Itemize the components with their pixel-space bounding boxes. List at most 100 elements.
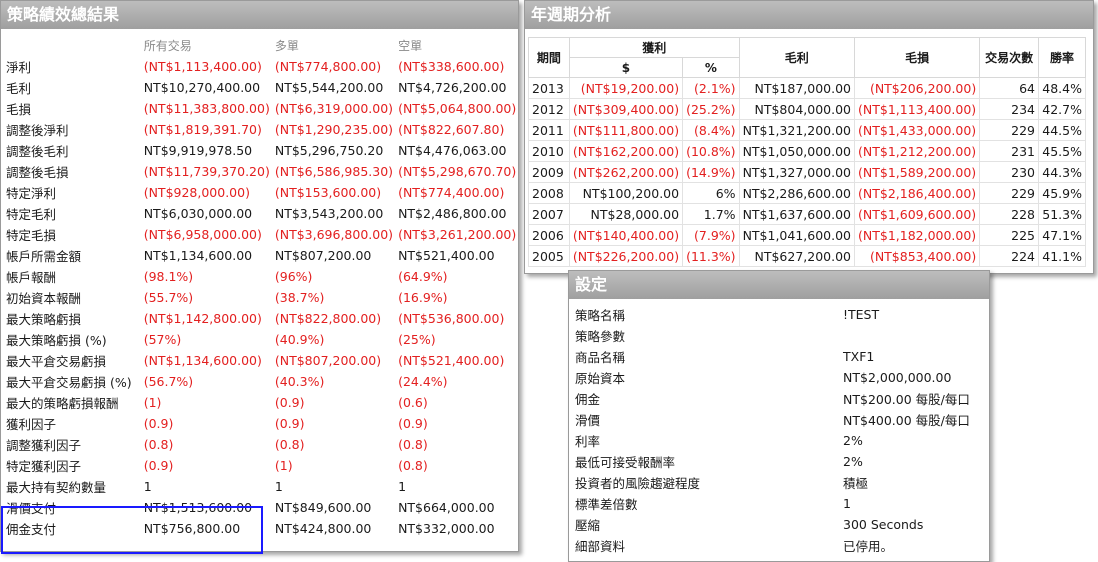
setting-key: 投資者的風險趨避程度: [575, 476, 701, 491]
summary-row: 特定毛利 NT$6,030,000.00 NT$3,543,200.00 NT$2,4…: [1, 203, 518, 224]
metric-value-short: (0.6): [398, 395, 428, 410]
setting-value: 2%: [843, 454, 863, 469]
win-rate-cell: 51.3%: [1038, 203, 1086, 225]
summary-row: 調整後毛利 NT$9,919,978.50 NT$5,296,750.20 NT$4,…: [1, 140, 518, 161]
summary-row: 初始資本報酬 (55.7%) (38.7%) (16.9%): [1, 287, 518, 308]
metric-value-short: (64.9%): [398, 269, 448, 284]
summary-header-row: 所有交易 多單 空單: [1, 35, 518, 56]
metric-value-short: (NT$822,607.80): [398, 122, 505, 137]
metric-value-short: NT$521,400.00: [398, 248, 495, 263]
metric-label: 佣金支付: [6, 522, 57, 537]
setting-value: NT$200.00 每股/每口: [843, 392, 970, 407]
setting-value: TXF1: [843, 349, 875, 364]
metric-value-short: (0.8): [398, 437, 428, 452]
metric-value-long: NT$5,544,200.00: [274, 80, 384, 95]
metric-value-all: (NT$11,739,370.20): [143, 164, 270, 179]
metric-value-all: NT$6,030,000.00: [143, 206, 253, 221]
setting-value: 1: [843, 496, 851, 511]
gross-profit-cell: NT$2,286,600.00: [738, 182, 856, 204]
metric-value-all: (NT$928,000.00): [143, 185, 250, 200]
setting-key: 壓縮: [575, 518, 601, 533]
summary-row: 滑價支付 NT$1,513,600.00 NT$849,600.00 NT$664,0…: [1, 497, 518, 518]
win-rate-cell: 44.5%: [1038, 119, 1086, 141]
metric-label: 最大策略虧損 (%): [6, 333, 107, 348]
annual-row: 2007 NT$28,000.00 1.7% NT$1,637,600.00 (NT$1…: [528, 203, 1086, 225]
summary-row: 調整後淨利 (NT$1,819,391.70) (NT$1,290,235.00) (…: [1, 119, 518, 140]
metric-label: 最大平倉交易虧損 (%): [6, 375, 132, 390]
metric-value-long: (NT$153,600.00): [274, 185, 382, 200]
metric-value-short: (NT$5,064,800.00): [398, 101, 517, 116]
year-cell: 2005: [528, 245, 570, 267]
profit-percent-cell: (8.4%): [682, 119, 740, 141]
summary-row: 帳戶所需金額 NT$1,134,600.00 NT$807,200.00 NT$521…: [1, 245, 518, 266]
metric-value-all: (NT$11,383,800.00): [143, 101, 270, 116]
setting-value: NT$400.00 每股/每口: [843, 413, 970, 428]
summary-header-short[interactable]: 空單: [398, 39, 423, 53]
setting-value: [841, 325, 972, 346]
setting-row: 標準差倍數 1: [573, 493, 972, 514]
annual-row: 2010 (NT$162,200.00) (10.8%) NT$1,050,000.0…: [528, 140, 1086, 162]
setting-value: 已停用。: [843, 539, 894, 554]
metric-value-short: (25%): [398, 332, 436, 347]
profit-percent-cell: (25.2%): [682, 98, 740, 120]
setting-key: 策略名稱: [575, 308, 626, 323]
year-cell: 2006: [528, 224, 570, 246]
summary-row: 調整獲利因子 (0.8) (0.8) (0.8): [1, 434, 518, 455]
annual-row: 2005 (NT$226,200.00) (11.3%) NT$627,200.00(…: [528, 245, 1086, 267]
profit-cell: (NT$111,800.00): [568, 119, 684, 141]
summary-header-all[interactable]: 所有交易: [143, 39, 192, 53]
metric-value-long: (40.3%): [274, 374, 325, 389]
metric-value-short: NT$332,000.00: [398, 521, 495, 536]
annual-header-row: 期間 獲利 毛利 毛損 交易次數 勝率: [528, 37, 1086, 78]
metric-value-all: (57%): [143, 332, 182, 347]
metric-label: 最大平倉交易虧損: [6, 354, 107, 369]
profit-cell: NT$100,200.00: [568, 182, 684, 204]
win-rate-cell: 45.5%: [1038, 140, 1086, 162]
gross-loss-cell: (NT$1,609,600.00): [853, 203, 981, 225]
header-profit-dollar: $: [568, 57, 684, 78]
setting-row: 壓縮 300 Seconds: [573, 514, 972, 535]
metric-value-short: (NT$521,400.00): [398, 353, 505, 368]
summary-header-long[interactable]: 多單: [274, 39, 299, 53]
metric-value-long: (NT$6,586,985.30): [274, 164, 394, 179]
profit-percent-cell: (10.8%): [682, 140, 740, 162]
setting-value: 300 Seconds: [843, 517, 924, 532]
highlight-box: [1, 506, 263, 554]
metric-label: 淨利: [6, 60, 32, 75]
metric-label: 特定淨利: [6, 186, 57, 201]
metric-value-short: NT$4,476,063.00: [398, 143, 507, 158]
metric-value-short: NT$664,000.00: [398, 500, 495, 515]
annual-row: 2006 (NT$140,400.00) (7.9%) NT$1,041,600.00…: [528, 224, 1086, 246]
setting-key: 策略參數: [575, 329, 626, 344]
setting-key: 商品名稱: [575, 350, 626, 365]
setting-key: 滑價: [575, 413, 601, 428]
strategy-summary-panel: 策略績效總結果 所有交易 多單 空單 淨利 (NT$1,113,400.00) (N…: [0, 0, 519, 554]
header-gross-loss: 毛損: [853, 37, 981, 78]
metric-label: 特定毛損: [6, 228, 57, 243]
metric-value-long: (NT$1,290,235.00): [274, 122, 394, 137]
metric-value-all: (98.1%): [143, 269, 194, 284]
setting-row: 滑價 NT$400.00 每股/每口: [573, 409, 972, 430]
summary-row: 毛利 NT$10,270,400.00 NT$5,544,200.00 NT$4,72…: [1, 77, 518, 98]
win-rate-cell: 48.4%: [1038, 77, 1086, 99]
metric-value-all: (55.7%): [143, 290, 194, 305]
summary-row: 特定毛損 (NT$6,958,000.00) (NT$3,696,800.00) (N…: [1, 224, 518, 245]
profit-cell: (NT$162,200.00): [568, 140, 684, 162]
metric-value-all: NT$9,919,978.50: [143, 143, 253, 158]
gross-profit-cell: NT$1,327,000.00: [738, 161, 856, 183]
metric-value-long: NT$424,800.00: [274, 521, 372, 536]
metric-value-all: (0.9): [143, 458, 174, 473]
summary-row: 最大的策略虧損報酬 (1) (0.9) (0.6): [1, 392, 518, 413]
year-cell: 2011: [528, 119, 570, 141]
setting-value: NT$2,000,000.00: [843, 370, 952, 385]
setting-key: 最低可接受報酬率: [575, 455, 676, 470]
year-cell: 2012: [528, 98, 570, 120]
header-win-rate: 勝率: [1038, 37, 1086, 78]
summary-row: 獲利因子 (0.9) (0.9) (0.9): [1, 413, 518, 434]
metric-value-short: (NT$536,800.00): [398, 311, 505, 326]
gross-profit-cell: NT$804,000.00: [738, 98, 856, 120]
setting-row: 策略參數: [573, 325, 972, 346]
metric-value-long: (NT$3,696,800.00): [274, 227, 394, 242]
metric-value-long: NT$5,296,750.20: [274, 143, 384, 158]
setting-key: 原始資本: [575, 371, 626, 386]
